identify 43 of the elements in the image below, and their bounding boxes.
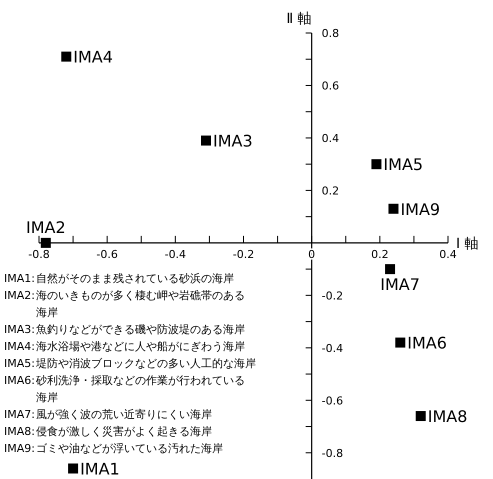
x-tick-label: 0.2	[371, 248, 389, 261]
x-tick-label: -0.4	[164, 248, 186, 261]
y-tick-label: 0.6	[322, 79, 340, 92]
annotation: IMA4	[73, 48, 113, 67]
annotation: IMA6:砂利洗浄・採取などの作業が行われている海岸	[4, 373, 245, 406]
annotation: IMA9:ゴミや油などが浮いている汚れた海岸	[4, 441, 223, 457]
point	[416, 411, 426, 422]
point	[371, 159, 382, 170]
annotation: IMA6	[407, 334, 447, 353]
annotation: IMA4:海水浴場や港などに人や船がにぎわう海岸	[4, 339, 245, 355]
annotation: IMA1	[80, 460, 120, 479]
x-tick-label: -0.6	[96, 248, 118, 261]
y-tick-label: 0.4	[322, 132, 340, 145]
annotation: IMA1:自然がそのまま残されている砂浜の海岸	[4, 271, 234, 287]
x-tick-label: -0.8	[28, 248, 50, 261]
y-axis-title: Ⅱ 軸	[286, 11, 312, 27]
annotation: IMA5	[383, 155, 424, 174]
annotation: IMA5:堤防や消波ブロックなどの多い人工的な海岸	[4, 356, 256, 372]
point	[201, 136, 212, 146]
point	[61, 52, 72, 62]
y-tick-label: 0.2	[322, 184, 340, 198]
point	[388, 204, 398, 214]
annotation: IMA3:魚釣りなどができる磯や防波堤のある海岸	[4, 322, 245, 338]
point	[395, 338, 406, 348]
x-tick-label: 0.4	[439, 248, 457, 261]
y-tick-label: -0.8	[322, 446, 344, 460]
point	[385, 264, 396, 274]
annotation: IMA3	[213, 132, 253, 151]
y-tick-label: -0.6	[322, 394, 344, 408]
x-axis-title: Ⅰ 軸	[456, 236, 479, 252]
point	[40, 238, 51, 248]
annotation: IMA2	[26, 218, 66, 237]
annotation: IMA8:侵食が激しく災害がよく起きる海岸	[4, 424, 212, 440]
annotation: IMA7	[380, 275, 420, 294]
annotation: IMA8	[428, 407, 468, 426]
annotation: IMA7:風が強く波の荒い近寄りにくい海岸	[4, 407, 212, 423]
point	[68, 464, 78, 474]
annotation: IMA9	[400, 200, 440, 219]
y-tick-label: -0.2	[322, 289, 344, 302]
y-tick-label: -0.4	[322, 342, 344, 355]
annotation: IMA2:海のいきものが多く棲む岬や岩礁帯のある海岸	[4, 288, 245, 321]
y-tick-label: 0.8	[322, 27, 340, 40]
x-tick-label: -0.2	[232, 248, 254, 261]
